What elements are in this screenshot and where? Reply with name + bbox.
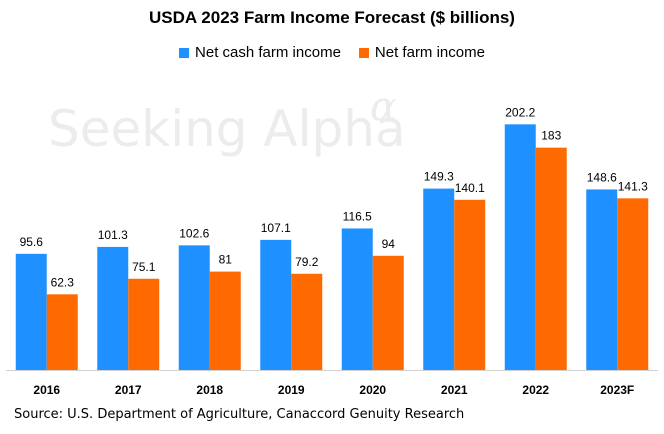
- x-tick-label-2016: 2016: [33, 383, 60, 397]
- data-label-net-cash-farm-income-2020: 116.5: [343, 209, 372, 223]
- x-tick-label-2017: 2017: [115, 383, 142, 397]
- data-label-net-farm-income-2023F: 141.3: [618, 179, 648, 193]
- bar-net-farm-income-2022: [535, 147, 567, 370]
- chart-title: USDA 2023 Farm Income Forecast ($ billio…: [149, 8, 515, 27]
- x-tick-label-2018: 2018: [196, 383, 223, 397]
- bar-net-farm-income-2021: [454, 199, 486, 370]
- watermark-alpha-symbol: α: [370, 84, 398, 130]
- x-tick-label-2023F: 2023F: [600, 383, 634, 397]
- legend-item-net-cash-farm-income: Net cash farm income: [179, 44, 341, 61]
- legend-swatch-net-cash-farm-income: [179, 47, 190, 58]
- data-label-net-farm-income-2018: 81: [219, 253, 233, 267]
- bar-net-cash-farm-income-2019: [260, 239, 292, 370]
- bar-net-farm-income-2017: [128, 278, 160, 370]
- bar-net-farm-income-2020: [372, 255, 404, 370]
- x-tick-label-2020: 2020: [359, 383, 386, 397]
- x-tick-label-2019: 2019: [278, 383, 305, 397]
- legend-swatch-net-farm-income: [358, 47, 369, 58]
- data-label-net-cash-farm-income-2019: 107.1: [261, 221, 291, 235]
- data-label-net-farm-income-2017: 75.1: [132, 260, 156, 274]
- bar-net-farm-income-2016: [46, 294, 78, 370]
- legend: Net cash farm income Net farm income: [0, 44, 664, 61]
- bar-net-cash-farm-income-2018: [178, 245, 210, 370]
- bar-net-farm-income-2019: [291, 273, 323, 370]
- bar-net-cash-farm-income-2020: [341, 228, 373, 370]
- data-label-net-cash-farm-income-2018: 102.6: [179, 226, 209, 240]
- bar-net-cash-farm-income-2022: [504, 124, 536, 371]
- data-label-net-farm-income-2022: 183: [541, 129, 561, 143]
- data-label-net-cash-farm-income-2023F: 148.6: [587, 170, 617, 184]
- bar-net-farm-income-2018: [209, 271, 241, 370]
- data-label-net-cash-farm-income-2021: 149.3: [424, 170, 454, 184]
- data-label-net-cash-farm-income-2016: 95.6: [20, 235, 44, 249]
- legend-label-net-cash-farm-income: Net cash farm income: [195, 44, 341, 61]
- bar-net-farm-income-2023F: [617, 198, 649, 370]
- data-label-net-cash-farm-income-2022: 202.2: [505, 105, 535, 119]
- x-tick-label-2022: 2022: [522, 383, 549, 397]
- source-note: Source: U.S. Department of Agriculture, …: [14, 407, 465, 422]
- data-label-net-farm-income-2021: 140.1: [455, 181, 485, 195]
- data-label-net-farm-income-2020: 94: [382, 237, 396, 251]
- bar-net-cash-farm-income-2016: [15, 253, 47, 370]
- bar-net-cash-farm-income-2021: [423, 188, 455, 370]
- bar-net-cash-farm-income-2017: [97, 246, 129, 370]
- legend-item-net-farm-income: Net farm income: [358, 44, 485, 61]
- bar-net-cash-farm-income-2023F: [586, 189, 618, 370]
- data-label-net-cash-farm-income-2017: 101.3: [98, 228, 128, 242]
- data-label-net-farm-income-2016: 62.3: [51, 275, 75, 289]
- legend-label-net-farm-income: Net farm income: [374, 44, 485, 61]
- x-tick-label-2021: 2021: [441, 383, 468, 397]
- watermark-text: Seeking Alpha: [48, 100, 406, 158]
- data-label-net-farm-income-2019: 79.2: [295, 255, 319, 269]
